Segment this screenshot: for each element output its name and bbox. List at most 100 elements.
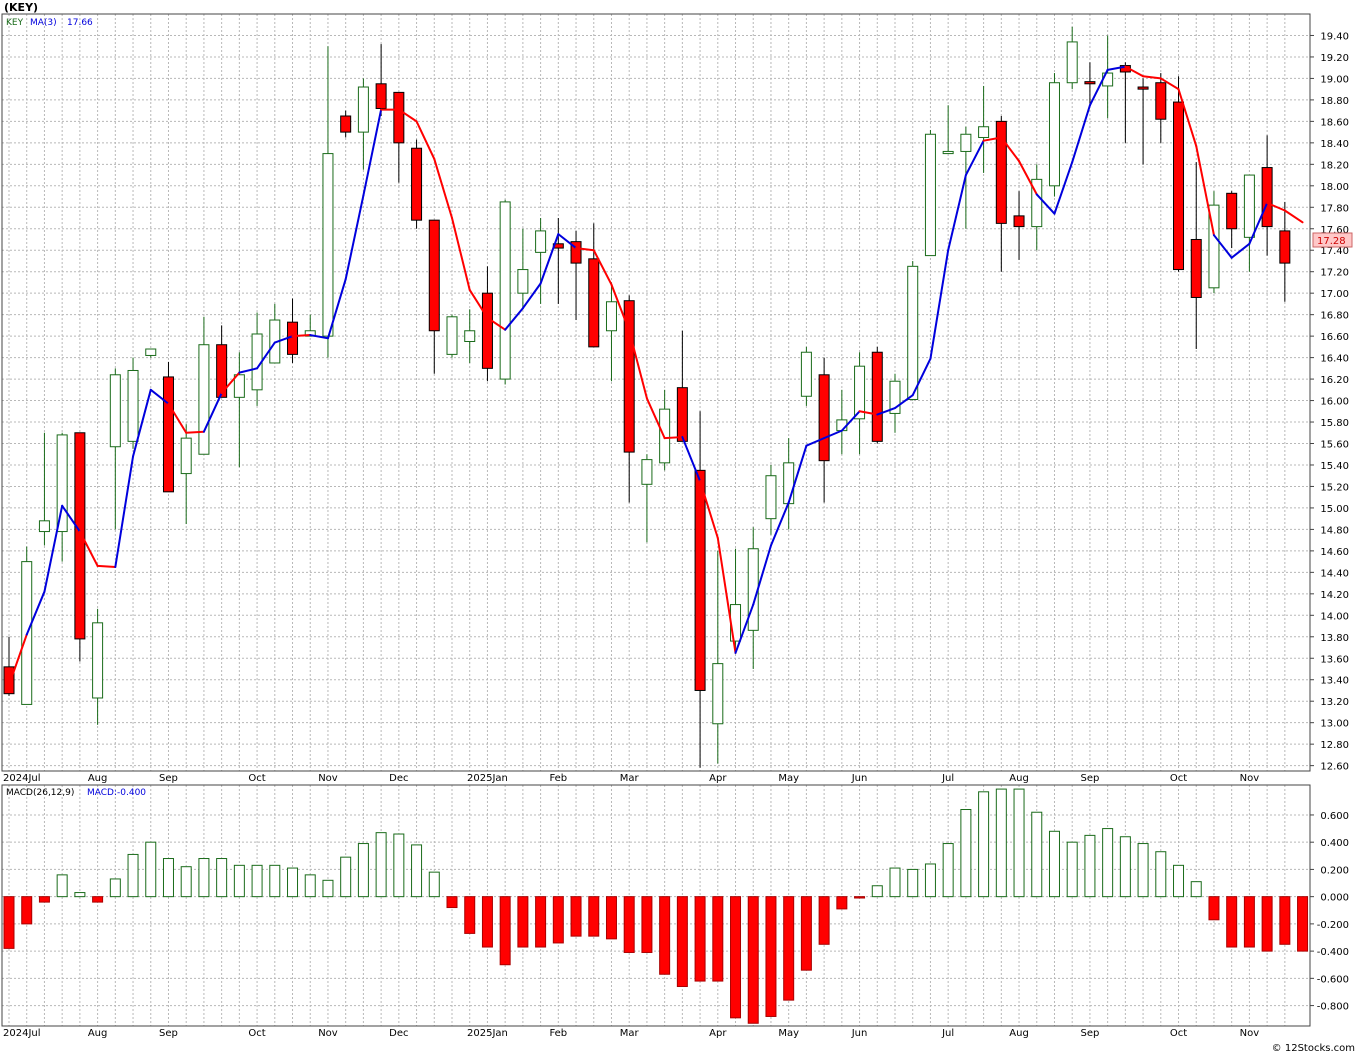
macd-bar	[854, 896, 866, 899]
ma3-segment	[256, 341, 276, 370]
macd-bar	[216, 858, 228, 898]
price-y-tick-label: 19.20	[1320, 53, 1349, 64]
candle-body	[198, 344, 210, 455]
macd-bar	[517, 896, 529, 948]
macd-bar	[924, 863, 936, 898]
ma3-segment	[433, 157, 453, 220]
macd-x-tick-label: Aug	[88, 1028, 108, 1039]
macd-bar	[127, 853, 139, 898]
ma3-segment	[415, 120, 436, 160]
ma3-segment	[273, 335, 294, 344]
macd-bar	[109, 878, 121, 898]
candle-body	[818, 374, 830, 462]
candle-body	[357, 86, 369, 133]
ma3-segment	[1248, 201, 1269, 245]
ma3-segment	[1071, 104, 1091, 164]
macd-bar	[712, 896, 724, 982]
candle-body	[783, 462, 795, 505]
price-y-tick-label: 18.00	[1320, 182, 1349, 193]
macd-bar	[198, 858, 210, 898]
macd-bar	[1243, 896, 1255, 948]
macd-x-tick-label: Feb	[549, 1028, 567, 1039]
ma3-segment	[1018, 160, 1038, 196]
ma3-segment	[681, 436, 702, 483]
price-x-tick-label: Nov	[318, 773, 338, 784]
price-x-tick-label: Jul	[941, 773, 954, 784]
macd-bar	[871, 885, 883, 898]
price-y-axis: 12.60 12.80 13.00 13.20 13.40 13.60 13.80 14.00…	[1310, 31, 1349, 773]
macd-bar	[464, 896, 476, 934]
ma3-segment	[823, 429, 843, 440]
price-y-tick-label: 19.40	[1320, 31, 1349, 42]
candle-body	[641, 459, 653, 485]
macd-bar	[1137, 843, 1149, 898]
macd-x-tick-label: Dec	[389, 1028, 408, 1039]
ma3-segment	[769, 501, 790, 547]
ma3-segment	[911, 357, 932, 397]
candle-body	[233, 374, 245, 398]
price-x-tick-label: Sep	[1080, 773, 1099, 784]
candle-body	[836, 419, 848, 432]
candle-body	[304, 330, 316, 337]
candle-body	[1066, 41, 1078, 84]
ma3-segment	[947, 174, 967, 252]
candle-body	[978, 126, 990, 138]
macd-bar	[1261, 896, 1273, 952]
ma3-segment	[220, 371, 241, 395]
ma3-segment	[805, 437, 826, 447]
price-y-tick-label: 13.80	[1320, 633, 1349, 644]
price-x-tick-label: May	[778, 773, 799, 784]
macd-bar	[1031, 811, 1043, 898]
macd-x-tick-label: Apr	[709, 1028, 727, 1039]
macd-bar	[800, 896, 812, 971]
ma3-segment	[202, 392, 223, 433]
macd-bar	[783, 896, 795, 1001]
macd-bar	[889, 867, 901, 898]
ma3-segment	[610, 283, 631, 332]
macd-bar	[1208, 896, 1220, 921]
macd-bar	[765, 896, 777, 1017]
ma3-segment	[1053, 161, 1074, 215]
ma3-segment	[699, 480, 719, 539]
ma3-segment	[929, 249, 950, 360]
macd-bar	[570, 896, 582, 937]
credit-text: © 12Stocks.com	[1272, 1043, 1355, 1054]
candle-body	[3, 666, 15, 695]
candle-body	[1013, 215, 1025, 228]
macd-bar	[1048, 830, 1060, 898]
ma3-segment	[894, 394, 914, 410]
macd-x-tick-label: Mar	[620, 1028, 640, 1039]
price-y-tick-label: 12.60	[1320, 762, 1349, 773]
macd-bar	[180, 866, 192, 898]
macd-legend-label: MACD(26,12,9)	[6, 788, 74, 798]
ma3-segment	[451, 217, 471, 291]
price-y-tick-label: 17.80	[1320, 203, 1349, 214]
price-x-tick-label: Aug	[1009, 773, 1029, 784]
price-y-tick-label: 16.00	[1320, 397, 1349, 408]
macd-bar	[907, 868, 919, 898]
ma3-segment	[309, 334, 329, 340]
macd-bar	[747, 896, 759, 1024]
candle-body	[570, 241, 582, 264]
macd-bar	[446, 896, 458, 909]
candle-body	[340, 115, 352, 133]
ma3-segment	[25, 590, 46, 636]
candle-body	[481, 292, 493, 369]
candle-body	[924, 133, 936, 257]
macd-bar	[233, 864, 245, 898]
price-panel-frame	[1, 13, 1311, 772]
candle-body	[1048, 82, 1060, 187]
macd-x-tick-label: Jul	[941, 1028, 954, 1039]
macd-bar	[995, 788, 1007, 898]
price-y-tick-label: 16.60	[1320, 332, 1349, 343]
price-y-tick-label: 18.20	[1320, 160, 1349, 171]
macd-y-tick-label: -0.600	[1317, 974, 1349, 985]
price-grid	[2, 14, 1310, 771]
ma3-segment	[734, 603, 755, 654]
macd-bar	[552, 896, 564, 944]
macd-bar	[1013, 788, 1025, 898]
ma3-segment	[1000, 136, 1021, 163]
candle-body	[145, 348, 157, 356]
ma3-segment	[486, 316, 507, 331]
price-y-tick-label: 17.00	[1320, 289, 1349, 300]
